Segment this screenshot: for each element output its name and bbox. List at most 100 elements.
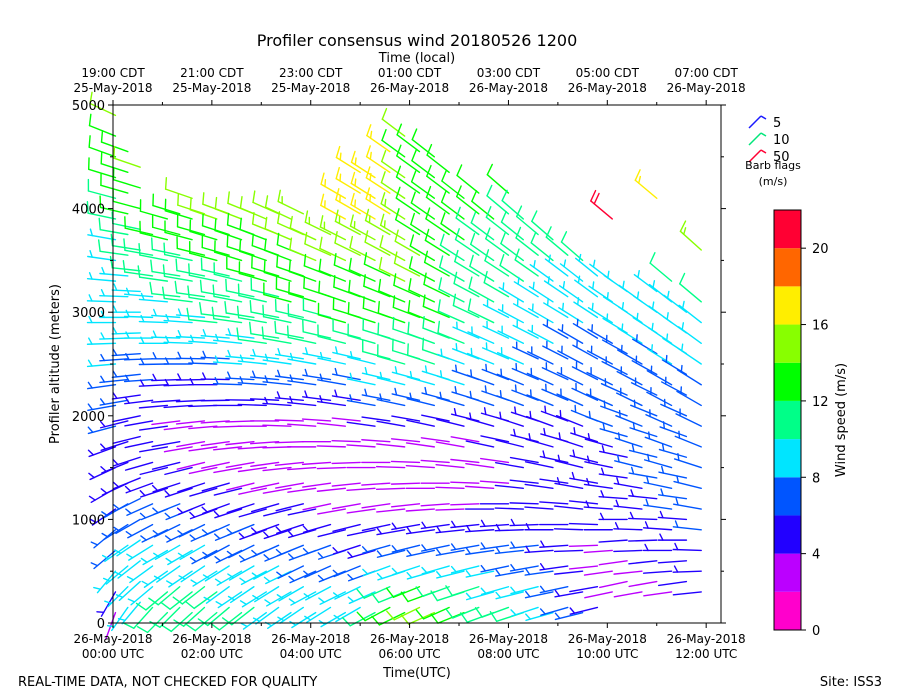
barb-shaft (422, 327, 450, 339)
colorbar-bin (774, 286, 801, 325)
barb-shaft (124, 249, 154, 256)
wind-barb (237, 403, 267, 407)
barb-shaft (287, 423, 317, 427)
barb-feather (485, 227, 491, 240)
barb-feather (574, 404, 577, 413)
wind-barb (200, 372, 230, 381)
wind-barb (381, 128, 406, 158)
wind-barb (237, 466, 267, 473)
wind-barb (175, 308, 206, 319)
wind-barb (365, 145, 391, 174)
barb-shaft (584, 591, 613, 599)
wind-barb (598, 560, 628, 566)
barb-shaft (112, 222, 141, 231)
barb-feather (347, 551, 354, 558)
barb-feather (88, 272, 93, 280)
barb-feather (601, 445, 605, 454)
barb-feather (600, 490, 605, 498)
barb-shaft (377, 333, 406, 344)
barb-shaft (159, 606, 181, 628)
wind-barb (501, 189, 524, 220)
barb-feather (539, 585, 546, 593)
barb-feather (304, 231, 308, 245)
barb-feather (425, 207, 431, 220)
wind-barb (263, 570, 292, 585)
barb-shaft (288, 292, 317, 303)
wind-barb (393, 273, 421, 298)
wind-barb (657, 510, 688, 521)
barb-feather (238, 532, 245, 539)
wind-barb (613, 591, 643, 598)
wind-barb (481, 363, 510, 381)
barb-shaft (524, 483, 554, 490)
wind-barb (663, 290, 688, 313)
barb-shaft (422, 586, 450, 598)
barb-feather (559, 409, 562, 419)
barb-feather (648, 431, 651, 440)
barb-feather (152, 352, 157, 360)
barb-feather (172, 596, 184, 605)
barb-feather (87, 426, 94, 433)
barb-feather (470, 347, 473, 356)
barb-feather (366, 124, 372, 137)
barb-feather (214, 578, 222, 584)
barb-feather (510, 541, 516, 549)
wind-barb (264, 195, 292, 220)
barb-feather (275, 548, 283, 555)
barb-shaft (480, 457, 510, 464)
barb-feather (122, 260, 126, 273)
barb-feather (440, 348, 443, 357)
wind-barb (164, 529, 193, 543)
barb-feather (454, 228, 460, 241)
barb-shaft (377, 355, 406, 365)
wind-barb (435, 508, 465, 511)
barb-feather (152, 330, 157, 338)
wind-barb (421, 565, 450, 575)
wind-barb (135, 591, 169, 611)
colorbar-bin (774, 553, 801, 592)
wind-barb (481, 342, 510, 360)
barb-feather (135, 602, 147, 611)
barb-feather (263, 531, 270, 538)
barb-feather (410, 212, 415, 226)
barb-shaft (390, 482, 421, 485)
barb-shaft (396, 134, 421, 153)
wind-barb (287, 508, 317, 516)
wind-barb (613, 549, 643, 553)
wind-barb (436, 348, 465, 365)
barb-feather (633, 399, 636, 408)
wind-barb (426, 143, 450, 174)
barb-feather (600, 467, 605, 476)
barb-feather (528, 433, 532, 442)
barb-shaft (237, 316, 267, 324)
legend-caption-units: (m/s) (759, 175, 788, 188)
x-tick-label-time: 00:00 UTC (82, 647, 144, 661)
wind-barb (557, 324, 584, 344)
barb-feather (486, 184, 493, 197)
wind-barb (633, 270, 658, 293)
colorbar-tick-label: 8 (812, 471, 820, 486)
wind-barb (540, 427, 569, 443)
wind-barb (226, 256, 255, 277)
barb-feather (662, 421, 666, 430)
barb-shaft (346, 508, 376, 514)
colorbar-bin (774, 362, 801, 401)
barb-feather (87, 359, 93, 367)
barb-shaft (188, 318, 218, 324)
wind-barb (480, 586, 510, 596)
barb-shaft (598, 560, 628, 566)
barb-feather (87, 381, 93, 389)
barb-shaft (509, 502, 539, 505)
wind-barb (126, 565, 154, 584)
barb-feather (251, 572, 259, 578)
barb-feather (578, 253, 582, 262)
barb-feather (421, 566, 428, 574)
wind-barb (176, 461, 206, 470)
wind-barb (274, 441, 305, 444)
barb-shaft (452, 304, 480, 319)
wind-barb (554, 611, 584, 621)
barb-shaft (390, 438, 421, 443)
barb-feather (124, 485, 132, 492)
barb-feather (349, 235, 354, 249)
barb-shaft (87, 168, 117, 179)
